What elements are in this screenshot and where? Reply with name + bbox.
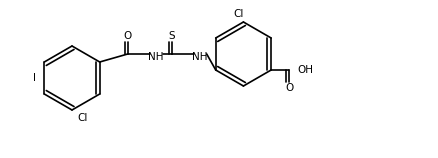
Text: OH: OH [297,65,313,75]
Text: I: I [33,73,36,83]
Text: O: O [285,83,293,93]
Text: Cl: Cl [233,9,244,19]
Text: O: O [124,31,132,41]
Text: NH: NH [192,52,208,62]
Text: Cl: Cl [77,113,87,123]
Text: NH: NH [148,52,163,62]
Text: S: S [168,31,175,41]
